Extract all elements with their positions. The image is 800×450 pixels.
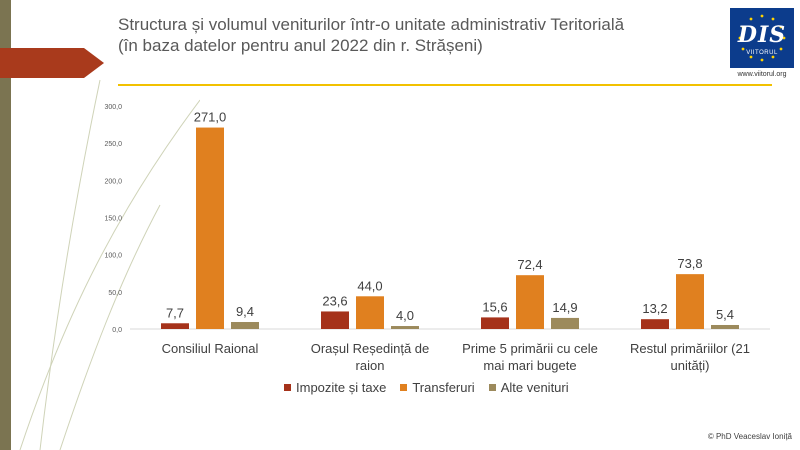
legend-swatch (400, 383, 408, 391)
x-tick-label: Restul primăriilor (21 (630, 341, 750, 356)
title-underline (118, 84, 772, 86)
legend-item: Transferuri (400, 379, 475, 395)
title-line-2: (în baza datelor pentru anul 2022 din r.… (118, 36, 483, 55)
bar (321, 311, 349, 329)
bar (161, 323, 189, 329)
bar (551, 317, 579, 329)
logo-mark: DIS (737, 22, 787, 48)
data-label: 271,0 (194, 110, 227, 125)
data-label: 72,4 (517, 257, 542, 272)
x-tick-label: Prime 5 primării cu cele (462, 341, 598, 356)
bar (356, 296, 384, 329)
bar (391, 326, 419, 329)
bar (516, 275, 544, 329)
decorative-curves (19, 79, 200, 450)
bar (196, 127, 224, 329)
data-label: 15,6 (482, 299, 507, 314)
legend-label: Transferuri (412, 379, 475, 395)
legend-swatch (284, 383, 291, 391)
legend-swatch (488, 383, 496, 391)
bar (711, 324, 739, 329)
data-label: 14,9 (552, 300, 577, 315)
x-tick-label: Orașul Reședință de (311, 341, 430, 356)
data-label: 13,2 (642, 301, 667, 316)
chart-legend: Impozite și taxe Transferuri Alte venituri (284, 378, 583, 396)
data-label: 5,4 (716, 307, 734, 322)
title-arrow-shape (0, 48, 104, 78)
data-label: 7,7 (166, 305, 184, 320)
data-label: 4,0 (396, 308, 414, 323)
legend-item: Impozite și taxe (284, 380, 386, 395)
title-line-1: Structura și volumul veniturilor într-o … (118, 15, 625, 34)
legend-item: Alte venituri (488, 379, 569, 395)
y-tick-label: 50,0 (108, 290, 122, 297)
y-tick-label: 0,0 (112, 327, 122, 334)
x-tick-label: mai mari bugete (483, 358, 576, 373)
bar (641, 319, 669, 329)
bars: 7,7 271,0 9,4 23,6 44,0 4,0 15,6 72,4 14,9 13,2 73… (161, 110, 739, 329)
x-tick-label: raion (356, 358, 385, 373)
y-tick-label: 250,0 (104, 141, 122, 148)
data-label: 9,4 (236, 304, 254, 319)
x-tick-label: Consiliul Raional (162, 341, 259, 356)
legend-label: Impozite și taxe (296, 379, 387, 395)
y-tick-label: 100,0 (104, 253, 122, 260)
logo-badge: DIS VIITORUL (730, 8, 794, 68)
bar (481, 317, 509, 329)
data-label: 73,8 (677, 256, 702, 271)
x-axis-labels: Consiliul Raional Orașul Reședință de raio… (162, 341, 750, 373)
legend-label: Alte venituri (500, 379, 569, 395)
data-label: 44,0 (357, 278, 382, 293)
x-tick-label: unități) (670, 358, 709, 373)
bar (676, 274, 704, 329)
organization-logo: DIS VIITORUL www.viitorul.org (730, 8, 794, 80)
footer-credit: © PhD Veaceslav Ioniță (707, 432, 792, 441)
data-label: 23,6 (322, 293, 347, 308)
left-accent-strip (0, 0, 11, 450)
y-tick-label: 200,0 (104, 178, 122, 185)
y-axis: 0,0 50,0 100,0 150,0 200,0 250,0 300,0 (104, 104, 122, 334)
eu-stars-icon (738, 14, 786, 62)
logo-url: www.viitorul.org (737, 71, 787, 78)
logo-subtitle: VIITORUL (746, 50, 778, 56)
y-tick-label: 150,0 (104, 216, 122, 223)
y-tick-label: 300,0 (104, 104, 122, 111)
bar (231, 322, 259, 329)
slide-title: Structura și volumul veniturilor într-o … (118, 14, 718, 56)
